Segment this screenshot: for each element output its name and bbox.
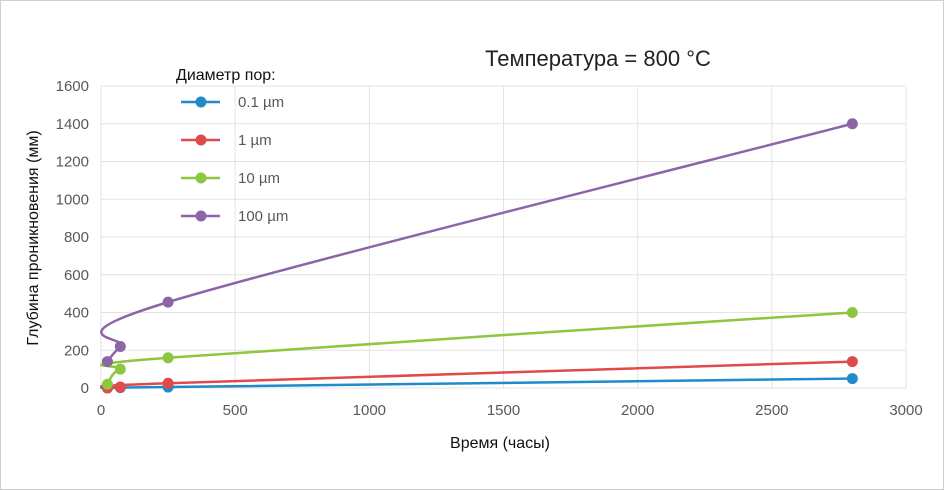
legend: 0.1 µm 1 µm 10 µm 100 µm [181,94,288,225]
data-point [846,356,858,368]
legend-marker [195,210,207,222]
series-lines [100,118,858,394]
data-point [114,381,126,393]
tick-labels: 0 200 400 600 800 1000 1200 1400 1600 0 500 1000 150… [56,78,923,419]
data-point [162,352,174,364]
x-tick-label: 0 [97,402,105,419]
y-tick-label: 1000 [56,191,89,208]
legend-marker [195,134,207,146]
data-point [846,118,858,130]
x-tick-label: 500 [223,402,248,419]
y-axis-label: Глубина проникновения (мм) [25,130,42,345]
x-tick-label: 1000 [353,402,386,419]
y-tick-label: 400 [64,305,89,322]
y-tick-label: 1600 [56,78,89,95]
legend-label: 100 µm [238,208,288,225]
data-point [101,356,113,368]
chart-title: Температура = 800 °C [485,46,711,71]
y-tick-label: 0 [81,380,89,397]
gridlines [100,85,907,389]
data-point [162,296,174,308]
legend-label: 10 µm [238,170,280,187]
x-tick-label: 3000 [889,402,922,419]
data-point [114,363,126,375]
data-point [114,340,126,352]
x-tick-label: 2000 [621,402,654,419]
y-tick-label: 600 [64,267,89,284]
y-tick-label: 800 [64,229,89,246]
data-point [846,307,858,318]
legend-marker [195,172,207,184]
x-tick-label: 1500 [487,402,520,419]
data-point [846,373,858,385]
y-tick-label: 1200 [56,154,89,171]
x-tick-label: 2500 [755,402,788,419]
data-point [101,378,113,390]
legend-label: 0.1 µm [238,94,284,111]
y-tick-label: 1400 [56,116,89,133]
y-tick-label: 200 [64,342,89,359]
legend-marker [195,96,207,108]
legend-label: 1 µm [238,132,272,149]
series-line [100,122,853,363]
legend-title: Диаметр пор: [176,67,276,84]
series-line [100,377,853,390]
data-point [162,377,174,389]
x-axis-label: Время (часы) [450,435,550,452]
